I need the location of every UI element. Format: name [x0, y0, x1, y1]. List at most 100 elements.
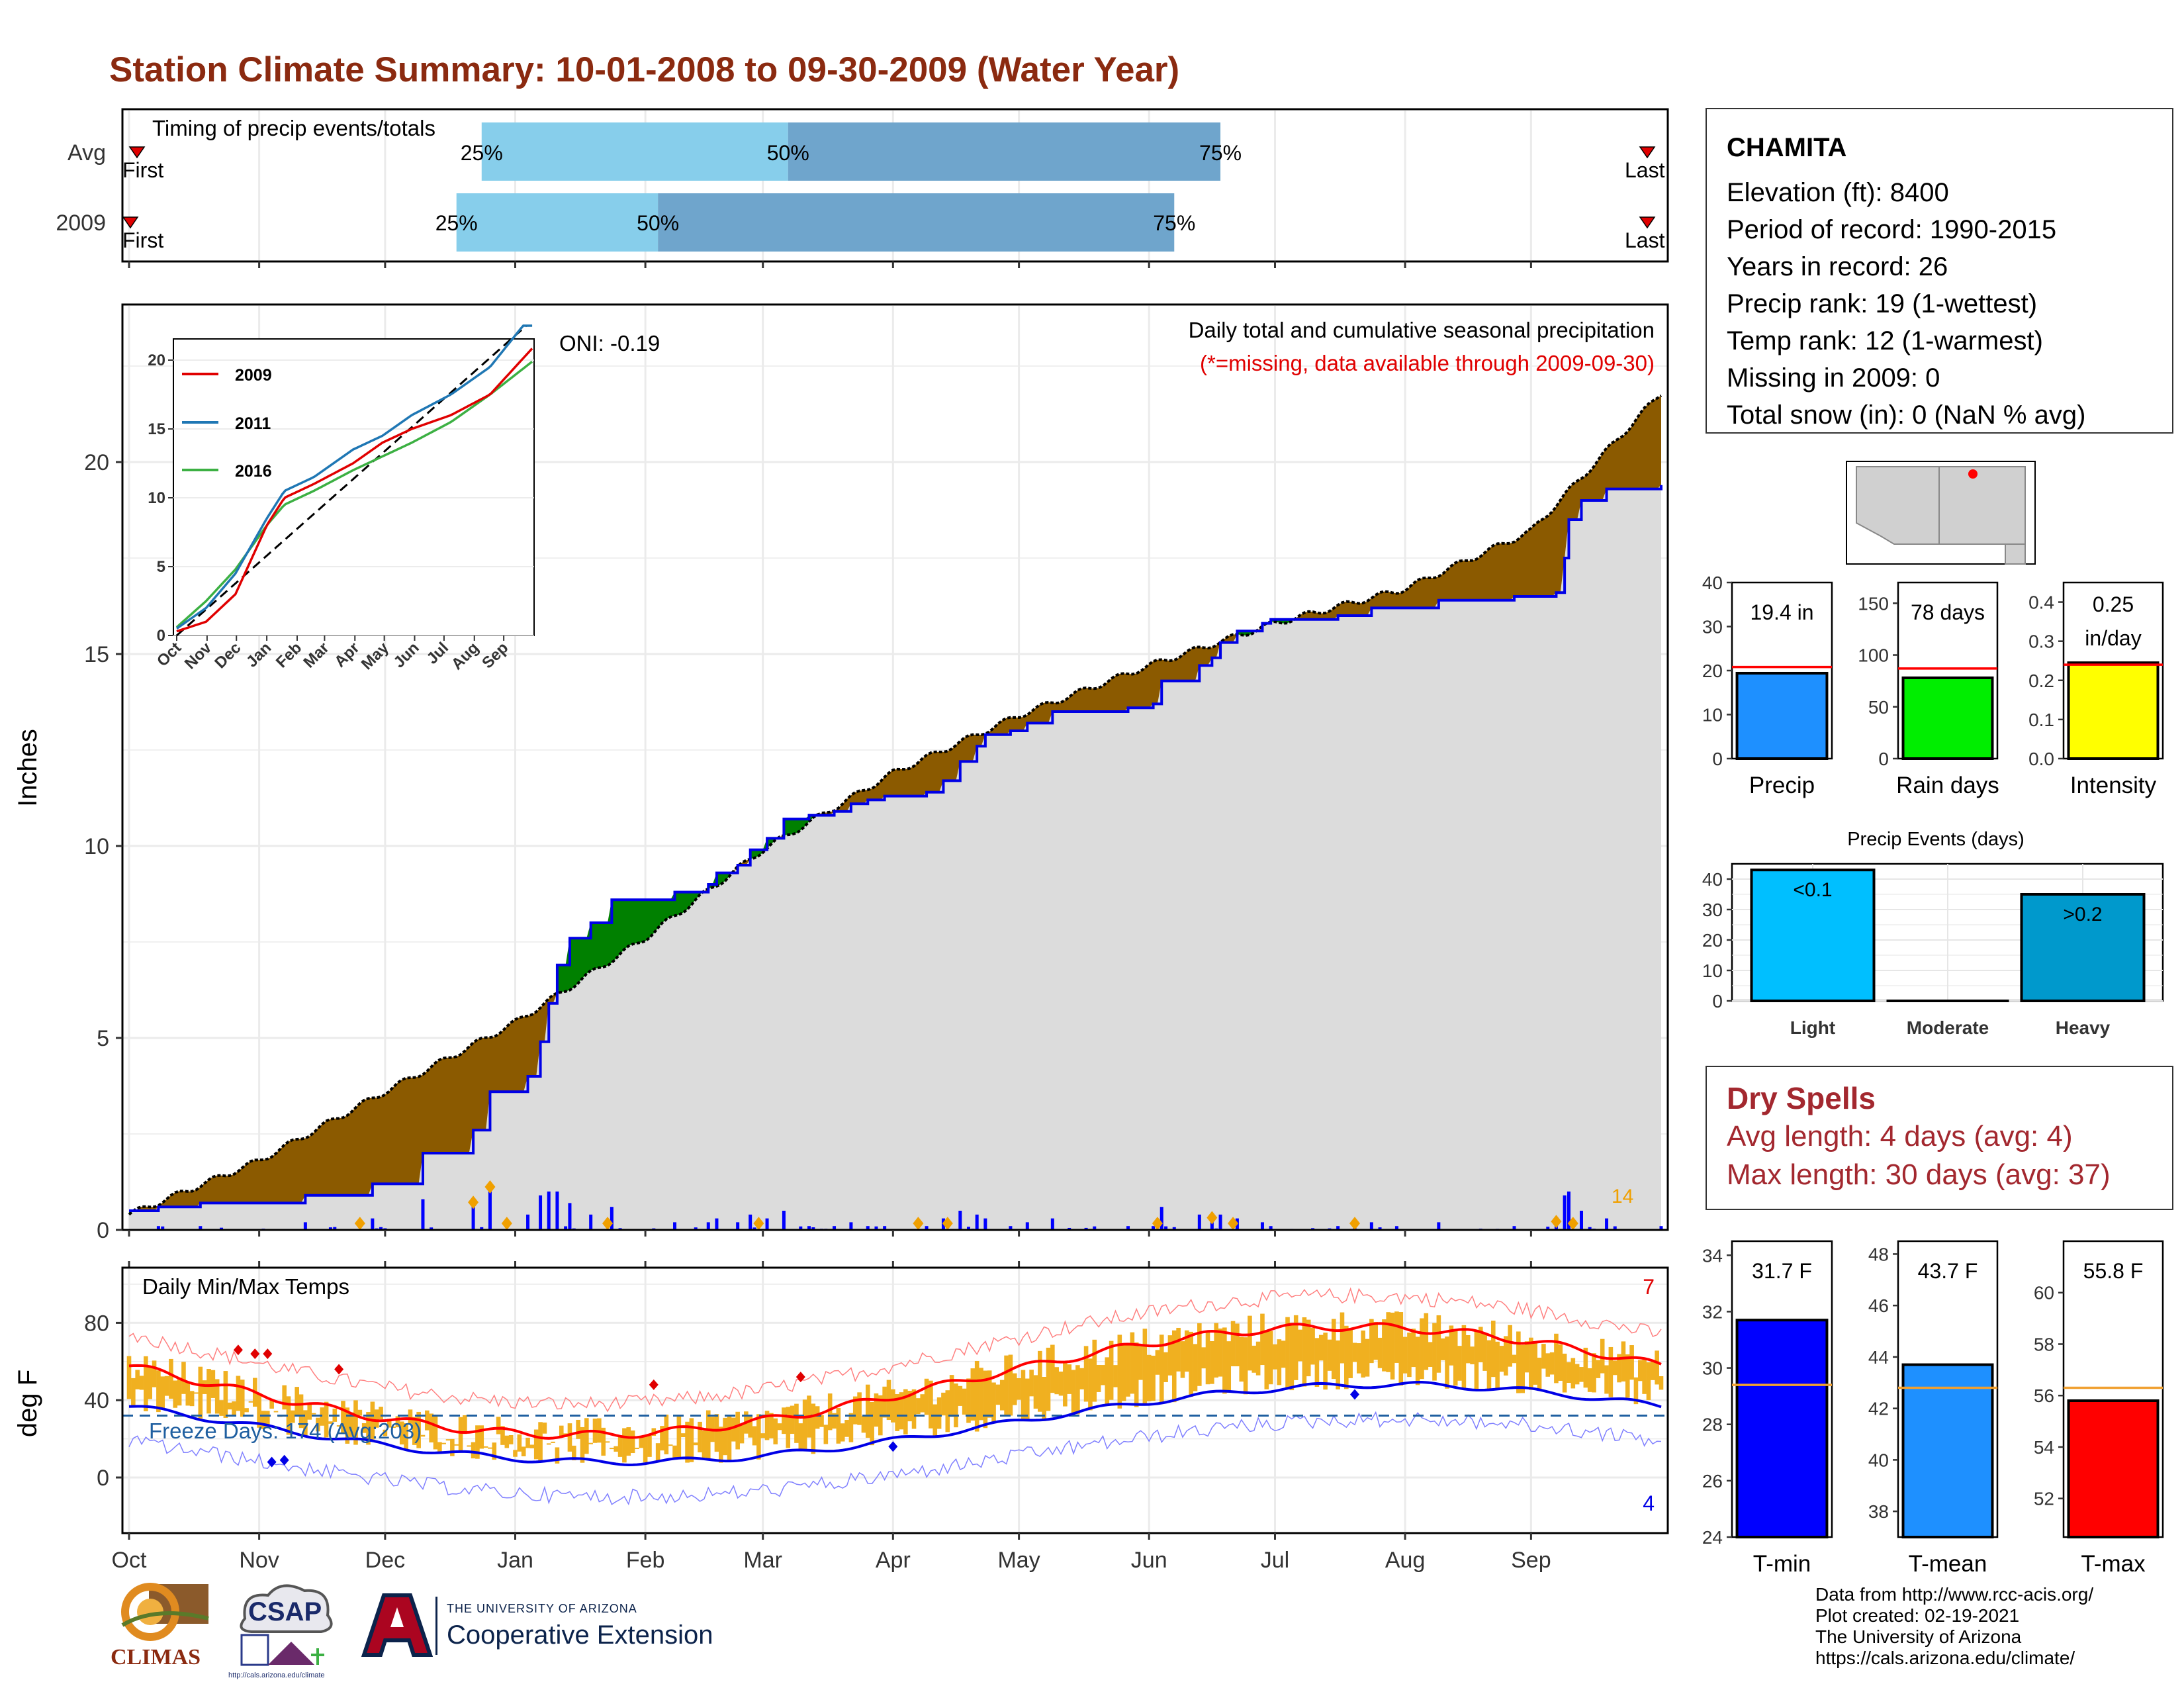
mini-ytick-label: 58: [2034, 1334, 2054, 1354]
temp-range-bar: [647, 1435, 652, 1457]
temp-range-bar: [479, 1425, 484, 1449]
temp-range-bar: [227, 1402, 232, 1410]
precip-bar: [328, 1227, 332, 1230]
mini-ytick-label: 10: [1702, 705, 1723, 726]
temp-range-bar: [471, 1442, 476, 1459]
temp-range-bar: [601, 1427, 606, 1456]
temp-range-bar: [177, 1377, 182, 1406]
mini-ytick-label: 60: [2034, 1283, 2054, 1303]
temp-range-bar: [135, 1370, 140, 1389]
temp-range-bar: [786, 1407, 791, 1448]
temp-range-bar: [1088, 1358, 1093, 1411]
temp-range-bar: [1054, 1367, 1059, 1395]
precip-bar: [1164, 1226, 1168, 1230]
station-temp-rank: Temp rank: 12 (1-warmest): [1727, 326, 2043, 355]
timing-avg-p25: 25%: [461, 141, 503, 165]
temp-range-bar: [336, 1425, 341, 1427]
mini-xlabel: Precip: [1749, 773, 1815, 798]
temp-range-bar: [1554, 1333, 1559, 1383]
cumulative-fill: [129, 485, 1661, 1230]
temp-range-bar: [1592, 1353, 1596, 1393]
mini-bar: [1735, 671, 1829, 760]
temp-range-bar: [357, 1409, 363, 1416]
temp-range-bar: [361, 1423, 367, 1433]
temp-range-bar: [383, 1429, 388, 1436]
temp-range-bar: [718, 1427, 723, 1463]
temp-range-bar: [1155, 1350, 1160, 1375]
precip-bar: [1218, 1214, 1222, 1230]
precip-bar: [749, 1214, 752, 1230]
temp-range-bar: [1587, 1368, 1592, 1392]
temp-range-bar: [769, 1413, 774, 1438]
temp-range-bar: [1340, 1312, 1345, 1364]
temp-range-bar: [1394, 1311, 1399, 1363]
last-label-2009: Last: [1625, 228, 1665, 252]
temp-range-bar: [1562, 1353, 1567, 1393]
temp-range-bar: [874, 1393, 879, 1427]
temp-range-bar: [1558, 1344, 1563, 1381]
temp-range-bar: [1281, 1340, 1286, 1368]
timing-2009-p25: 25%: [435, 211, 478, 235]
ua-logo: THE UNIVERSITY OF ARIZONA Cooperative Ex…: [357, 1589, 754, 1662]
temp-range-bar: [933, 1404, 938, 1438]
temp-range-bar: [1402, 1336, 1408, 1374]
timing-bar-q2: [456, 193, 659, 252]
event-marker: [1567, 1217, 1578, 1230]
temp-range-bar: [328, 1421, 333, 1424]
event-marker: [1152, 1217, 1163, 1230]
month-label: Dec: [365, 1548, 405, 1573]
precip-bar: [471, 1207, 475, 1230]
temp-title: Daily Min/Max Temps: [142, 1274, 349, 1299]
temp-range-bar: [1529, 1337, 1533, 1390]
record-min-marker: [888, 1441, 898, 1452]
temp-range-bar: [399, 1421, 404, 1445]
temp-range-bar: [1352, 1342, 1357, 1362]
precip-bar: [480, 1227, 484, 1230]
mini-bar: [2067, 1399, 2160, 1538]
mini-ytick-label: 24: [1702, 1527, 1723, 1548]
temp-range-bar: [1008, 1354, 1013, 1416]
temp-range-bar: [1344, 1325, 1349, 1389]
temp-range-bar: [391, 1427, 396, 1429]
temp-range-bar: [630, 1430, 635, 1454]
mini-ytick-label: 42: [1868, 1399, 1889, 1419]
temp-range-bar: [865, 1384, 870, 1438]
temp-range-bar: [513, 1450, 518, 1457]
temp-range-bar: [437, 1442, 442, 1454]
temp-range-bar: [1096, 1364, 1101, 1392]
temp-range-bar: [979, 1368, 983, 1421]
temp-range-bar: [1637, 1360, 1643, 1382]
temp-range-bar: [504, 1435, 510, 1448]
temp-range-bar: [517, 1434, 522, 1452]
temp-range-bar: [970, 1368, 976, 1421]
credits: Data from http://www.rcc-acis.org/ Plot …: [1815, 1584, 2093, 1669]
temp-range-bar: [248, 1401, 253, 1403]
temp-range-bar: [1596, 1360, 1601, 1378]
temp-range-bar: [987, 1370, 992, 1418]
events-ytick-label: 0: [1712, 991, 1723, 1011]
temp-range-bar: [273, 1411, 279, 1413]
temp-range-bar: [1163, 1352, 1168, 1382]
mini-bar: [1901, 1363, 1994, 1539]
precip-bar: [811, 1227, 815, 1230]
temp-range-bar: [1457, 1346, 1462, 1381]
temp-range-bar: [1185, 1330, 1189, 1372]
precip-bar: [1437, 1222, 1441, 1230]
temp-range-bar: [635, 1448, 639, 1450]
temp-range-bar: [1432, 1323, 1437, 1381]
mini-xlabel: T-mean: [1909, 1551, 1987, 1577]
record-max-marker: [796, 1372, 805, 1383]
precip-bar: [1050, 1218, 1054, 1230]
temp-range-bar: [870, 1401, 874, 1446]
temp-range-bar: [1323, 1333, 1328, 1390]
precip-bar: [966, 1227, 970, 1230]
precip-bar: [883, 1226, 887, 1230]
mini-ytick-label: 28: [1702, 1415, 1723, 1435]
events-bar-label: >0.2: [2063, 904, 2102, 925]
temp-range-bar: [450, 1438, 455, 1456]
temp-range-bar: [463, 1415, 467, 1434]
temp-range-bar: [685, 1421, 690, 1463]
mini-ytick-label: 0.3: [2028, 632, 2054, 652]
record-min-line: [128, 1411, 1662, 1506]
precip-bar: [1084, 1227, 1088, 1230]
